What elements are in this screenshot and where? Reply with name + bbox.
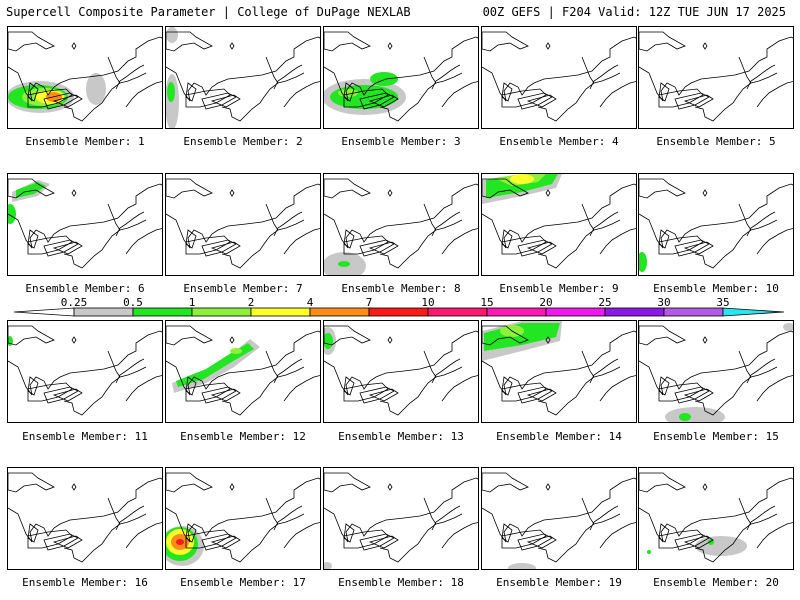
member-caption: Ensemble Member: 11 — [22, 430, 148, 443]
colorbar: 0.25 0.5 1 2 4 7 10 15 20 25 30 35 — [13, 296, 785, 317]
member-caption: Ensemble Member: 4 — [499, 135, 619, 148]
colorbar-bin — [722, 307, 785, 317]
map-panel — [324, 178, 478, 275]
colorbar-bin — [309, 307, 370, 317]
colorbar-tick-label: 30 — [657, 296, 670, 309]
colorbar-tick-label: 10 — [421, 296, 434, 309]
ensemble-panel — [481, 320, 637, 423]
map-panel — [482, 31, 636, 122]
ensemble-panel — [7, 173, 163, 276]
ensemble-panel — [323, 320, 479, 423]
ensemble-panel — [323, 173, 479, 276]
ensemble-panel — [165, 26, 321, 129]
map-panel — [8, 31, 162, 122]
colorbar-left-cap — [13, 307, 75, 317]
colorbar-bin — [191, 307, 252, 317]
ensemble-panel — [638, 26, 794, 129]
colorbar-tick-label: 0.25 — [61, 296, 88, 309]
member-caption: Ensemble Member: 17 — [180, 576, 306, 589]
colorbar-bin — [486, 307, 547, 317]
colorbar-bin — [368, 307, 429, 317]
valid-time: 00Z GEFS | F204 Valid: 12Z TUE JUN 17 20… — [482, 5, 786, 19]
ensemble-panel — [638, 467, 794, 570]
map-panel — [482, 321, 636, 416]
member-caption: Ensemble Member: 14 — [496, 430, 622, 443]
member-caption: Ensemble Member: 18 — [338, 576, 464, 589]
member-caption: Ensemble Member: 13 — [338, 430, 464, 443]
member-caption: Ensemble Member: 7 — [183, 282, 303, 295]
colorbar-bin — [250, 307, 311, 317]
ensemble-panel — [481, 26, 637, 129]
colorbar-bin — [545, 307, 606, 317]
ensemble-panel — [638, 320, 794, 423]
map-panel — [639, 323, 793, 422]
ensemble-panel — [165, 467, 321, 570]
map-panel — [324, 325, 478, 416]
colorbar-tick-label: 1 — [189, 296, 196, 309]
colorbar-tick-label: 0.5 — [123, 296, 143, 309]
member-caption: Ensemble Member: 1 — [25, 135, 145, 148]
colorbar-bin — [132, 307, 193, 317]
map-panel — [482, 174, 636, 269]
map-panel — [8, 472, 162, 563]
member-caption: Ensemble Member: 10 — [653, 282, 779, 295]
colorbar-bin — [427, 307, 488, 317]
colorbar-tick-label: 35 — [716, 296, 729, 309]
ensemble-panel — [481, 467, 637, 570]
ensemble-panel — [7, 320, 163, 423]
member-caption: Ensemble Member: 3 — [341, 135, 461, 148]
product-title: Supercell Composite Parameter | College … — [6, 5, 411, 19]
member-caption: Ensemble Member: 12 — [180, 430, 306, 443]
ensemble-panel — [165, 320, 321, 423]
ensemble-panel — [7, 467, 163, 570]
map-panel — [482, 472, 636, 569]
member-caption: Ensemble Member: 6 — [25, 282, 145, 295]
colorbar-tick-label: 20 — [539, 296, 552, 309]
colorbar-bin — [663, 307, 724, 317]
map-panel — [639, 31, 793, 122]
map-panel — [8, 178, 162, 269]
member-caption: Ensemble Member: 9 — [499, 282, 619, 295]
map-panel — [324, 31, 478, 122]
map-panel — [639, 472, 793, 563]
ensemble-panel — [481, 173, 637, 276]
map-panel — [324, 472, 478, 569]
member-caption: Ensemble Member: 5 — [656, 135, 776, 148]
colorbar-bin — [604, 307, 665, 317]
member-caption: Ensemble Member: 20 — [653, 576, 779, 589]
ensemble-panel — [7, 26, 163, 129]
map-panel — [166, 27, 320, 128]
colorbar-bin — [73, 307, 134, 317]
ensemble-panel — [323, 26, 479, 129]
colorbar-tick-label: 7 — [366, 296, 373, 309]
ensemble-panel — [323, 467, 479, 570]
ensemble-panel — [165, 173, 321, 276]
colorbar-tick-label: 2 — [248, 296, 255, 309]
member-caption: Ensemble Member: 19 — [496, 576, 622, 589]
member-caption: Ensemble Member: 2 — [183, 135, 303, 148]
map-panel — [166, 472, 320, 566]
map-panel — [166, 178, 320, 269]
member-caption: Ensemble Member: 15 — [653, 430, 779, 443]
member-caption: Ensemble Member: 8 — [341, 282, 461, 295]
colorbar-tick-label: 25 — [598, 296, 611, 309]
map-panel — [8, 325, 162, 416]
map-panel — [166, 325, 320, 416]
map-panel — [639, 178, 793, 272]
colorbar-tick-label: 4 — [307, 296, 314, 309]
ensemble-panel — [638, 173, 794, 276]
member-caption: Ensemble Member: 16 — [22, 576, 148, 589]
colorbar-tick-label: 15 — [480, 296, 493, 309]
